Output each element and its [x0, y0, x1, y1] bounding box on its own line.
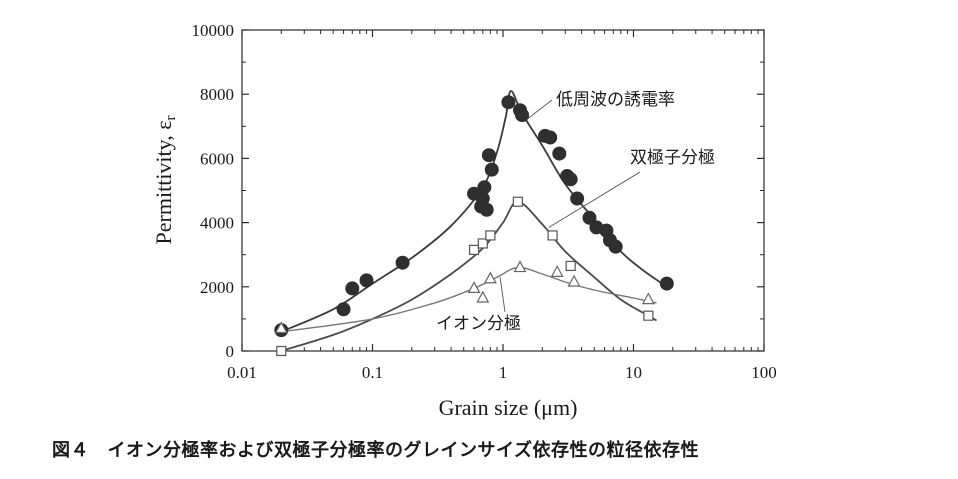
leader-line-ionic: [499, 277, 506, 313]
data-point-filled-circle: [552, 146, 567, 161]
data-point-open-triangle: [467, 281, 481, 294]
data-point-open-square: [485, 230, 496, 241]
data-point-open-square: [468, 244, 480, 255]
fit-curve-low-frequency: [280, 90, 668, 333]
annotation-leaders: [499, 99, 641, 313]
data-point-open-triangle: [513, 260, 527, 273]
data-point-filled-circle: [336, 302, 351, 317]
data-point-open-square: [512, 196, 523, 207]
data-markers: [274, 95, 674, 357]
data-point-filled-circle: [501, 95, 516, 110]
data-point-open-square: [547, 230, 558, 241]
data-point-open-triangle: [476, 290, 490, 303]
y-tick-label: 6000: [200, 149, 234, 168]
figure-caption: 図４ イオン分極率および双極子分極率のグレインサイズ依存性の粒径依存性: [52, 440, 699, 461]
data-point-open-square: [643, 310, 654, 321]
data-point-open-triangle: [274, 321, 288, 334]
x-axis-title: Grain size (μm): [439, 395, 578, 420]
data-point-filled-circle: [484, 162, 499, 177]
x-tick-label: 1: [499, 363, 508, 382]
data-point-filled-circle: [481, 148, 496, 163]
y-axis-title: Permittivity, εr: [151, 116, 179, 245]
x-tick-label: 10: [625, 363, 642, 382]
annotation-ionic-polarization: イオン分極: [436, 314, 521, 334]
data-point-filled-circle: [608, 239, 623, 254]
leader-line-low-frequency: [523, 99, 553, 122]
y-tick-label: 10000: [192, 21, 235, 40]
plot-frame: [241, 29, 765, 352]
data-point-filled-circle: [477, 180, 492, 195]
data-point-filled-circle: [395, 255, 410, 270]
data-point-open-square: [565, 260, 576, 272]
axis-ticks: 0.01 0.1 1 10 100 0 2000 4000 6000 8000 10000: [192, 21, 777, 382]
data-point-open-triangle: [550, 265, 564, 277]
data-point-filled-circle: [359, 273, 374, 288]
fit-curve-dipole: [281, 200, 657, 352]
y-tick-label: 4000: [200, 214, 234, 233]
x-tick-label: 0.1: [362, 363, 383, 382]
data-point-filled-circle: [515, 108, 530, 123]
annotation-dipole-polarization: 双極子分極: [630, 148, 715, 168]
x-tick-label: 0.01: [227, 363, 257, 382]
data-point-filled-circle: [479, 202, 494, 217]
y-tick-label: 0: [226, 342, 235, 361]
x-tick-label: 100: [751, 363, 777, 382]
annotation-low-frequency-permittivity: 低周波の誘電率: [556, 90, 675, 110]
y-tick-label: 2000: [200, 278, 234, 297]
data-point-open-triangle: [483, 271, 497, 284]
data-point-open-square: [276, 345, 287, 357]
data-point-filled-circle: [563, 172, 578, 187]
data-point-filled-circle: [582, 210, 597, 225]
data-point-open-triangle: [567, 274, 581, 287]
data-point-filled-circle: [570, 191, 585, 206]
data-point-filled-circle: [659, 276, 674, 291]
data-point-filled-circle: [543, 130, 558, 145]
data-point-filled-circle: [345, 281, 360, 296]
leader-line-dipole: [548, 171, 641, 228]
data-point-open-triangle: [641, 292, 655, 305]
data-point-open-square: [477, 238, 488, 249]
y-tick-label: 8000: [200, 85, 234, 104]
